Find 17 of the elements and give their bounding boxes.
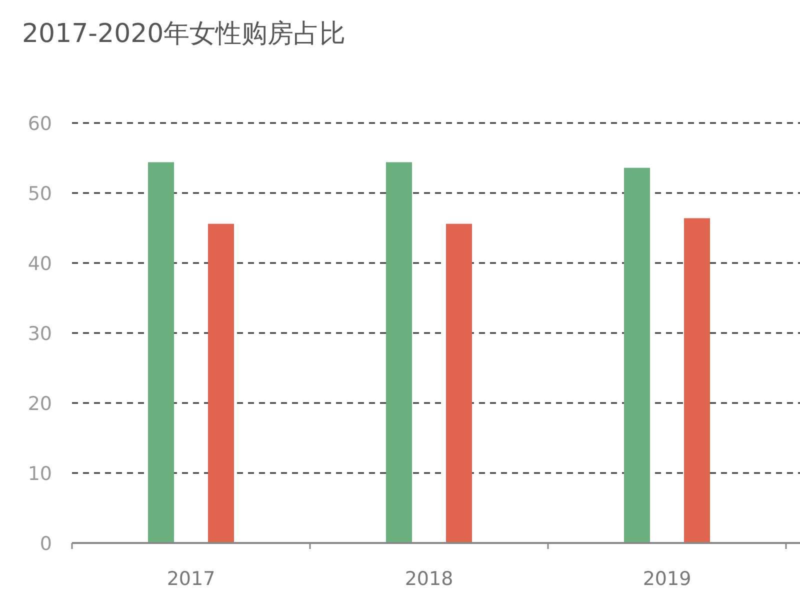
chart-title: 2017-2020年女性购房占比 [22, 19, 346, 49]
bar [208, 224, 234, 543]
x-tick-label: 2019 [642, 568, 692, 590]
y-tick-label: 10 [28, 463, 52, 485]
y-tick-label: 20 [28, 393, 52, 415]
y-tick-label: 60 [28, 113, 52, 135]
bar [624, 168, 650, 543]
bar [684, 218, 710, 543]
bar [446, 224, 472, 543]
bar [148, 162, 174, 543]
y-tick-label: 30 [28, 323, 52, 345]
x-tick-label: 2017 [166, 568, 216, 590]
y-tick-label: 0 [40, 533, 52, 555]
x-tick-label: 2018 [404, 568, 454, 590]
y-tick-label: 40 [28, 253, 52, 275]
bar [386, 162, 412, 543]
y-tick-label: 50 [28, 183, 52, 205]
